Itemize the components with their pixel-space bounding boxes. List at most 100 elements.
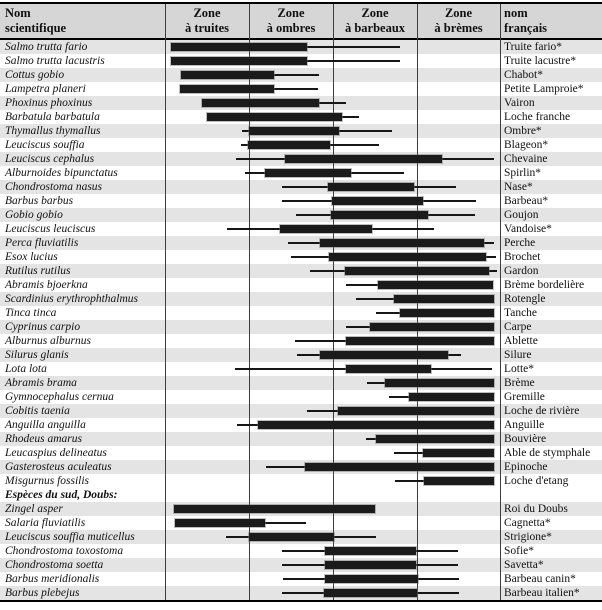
zone-range-bar xyxy=(175,519,265,527)
zone-range-bar xyxy=(174,505,376,513)
scientific-name: Chondrostoma toxostoma xyxy=(5,545,124,557)
species-row: Abramis brama Brème xyxy=(0,376,602,390)
species-row: Tinca tinca Tanche xyxy=(0,306,602,320)
species-row: Cottus gobio Chabot* xyxy=(0,68,602,82)
species-row: Barbatula barbatula Loche franche xyxy=(0,110,602,124)
zone-range-bar xyxy=(284,155,443,163)
zone-range-bar xyxy=(325,547,417,555)
scientific-name: Lota lota xyxy=(5,363,47,375)
column-header-zone-ombres: Zone à ombres xyxy=(249,6,333,36)
french-name: Truite lacustre* xyxy=(504,55,577,67)
scientific-name: Gasterosteus aculeatus xyxy=(5,461,112,473)
column-header-line: scientifique xyxy=(5,21,67,35)
column-header-line: nom xyxy=(504,6,528,20)
species-row: Barbus plebejus Barbeau italien* xyxy=(0,586,602,600)
species-row: Misgurnus fossilis Loche d'etang xyxy=(0,474,602,488)
species-row: Leuciscus cephalus Chevaine xyxy=(0,152,602,166)
french-name: Cagnetta* xyxy=(504,517,551,529)
section-label: Espèces du sud, Doubs: xyxy=(5,489,118,501)
table-header: Nom scientifique Zone à truites Zone à o… xyxy=(0,4,602,40)
scientific-name: Lampetra planeri xyxy=(5,83,86,95)
scientific-name: Leuciscus souffia muticellus xyxy=(5,531,135,543)
zone-range-bar xyxy=(319,239,484,247)
french-name: Tanche xyxy=(504,307,538,319)
french-name: Carpe xyxy=(504,321,532,333)
species-row: Thymallus thymallus Ombre* xyxy=(0,124,602,138)
zone-gridline xyxy=(500,4,501,600)
species-row: Barbus meridionalis Barbeau canin* xyxy=(0,572,602,586)
column-header-zone-truites: Zone à truites xyxy=(165,6,249,36)
table-body: Salmo trutta fario Truite fario* Salmo tru… xyxy=(0,40,602,600)
scientific-name: Cobitis taenia xyxy=(5,405,70,417)
french-name: Brochet xyxy=(504,251,541,263)
species-row: Perca fluviatilis Perche xyxy=(0,236,602,250)
scientific-name: Misgurnus fossilis xyxy=(5,475,90,487)
scientific-name: Abramis brama xyxy=(5,377,77,389)
zone-range-bar xyxy=(279,225,372,233)
scientific-name: Rhodeus amarus xyxy=(5,433,82,445)
zone-range-bar xyxy=(180,71,274,79)
scientific-name: Barbus plebejus xyxy=(5,587,80,599)
column-header-french-name: nom français xyxy=(504,6,547,36)
zone-range-bar xyxy=(248,533,335,541)
french-name: Chevaine xyxy=(504,153,548,165)
species-row: Cobitis taenia Loche de rivière xyxy=(0,404,602,418)
french-name: Spirlin* xyxy=(504,167,542,179)
species-row: Cyprinus carpio Carpe xyxy=(0,320,602,334)
species-row: Gymnocephalus cernua Gremille xyxy=(0,390,602,404)
scientific-name: Perca fluviatilis xyxy=(5,237,79,249)
french-name: Brème xyxy=(504,377,535,389)
zone-gridline xyxy=(249,4,250,600)
scientific-name: Gymnocephalus cernua xyxy=(5,391,114,403)
column-header-line: Nom xyxy=(5,6,31,20)
zone-range-bar xyxy=(324,589,418,597)
column-header-line: Zone xyxy=(444,6,473,20)
scientific-name: Phoxinus phoxinus xyxy=(5,97,93,109)
french-name: Ombre* xyxy=(504,125,542,137)
french-name: Barbeau* xyxy=(504,195,549,207)
column-header-line: à brèmes xyxy=(434,21,483,35)
french-name: Gremille xyxy=(504,391,545,403)
scientific-name: Rutilus rutilus xyxy=(5,265,71,277)
scientific-name: Abramis bjoerkna xyxy=(5,279,88,291)
column-header-zone-barbeaux: Zone à barbeaux xyxy=(333,6,417,36)
species-row: Leuciscus souffia Blageon* xyxy=(0,138,602,152)
scientific-name: Alburnoides bipunctatus xyxy=(5,167,118,179)
zone-range-bar xyxy=(422,449,495,457)
species-row: Salmo trutta lacustris Truite lacustre* xyxy=(0,54,602,68)
french-name: Able de stymphale xyxy=(504,447,591,459)
zone-range-bar xyxy=(423,477,495,485)
zone-range-bar xyxy=(247,141,330,149)
scientific-name: Tinca tinca xyxy=(5,307,57,319)
zone-range-bar xyxy=(385,379,495,387)
zone-range-bar xyxy=(338,407,495,415)
zone-range-bar xyxy=(201,99,320,107)
french-name: Loche d'etang xyxy=(504,475,569,487)
french-name: Bouvière xyxy=(504,433,547,445)
species-row: Leucaspius delineatus Able de stymphale xyxy=(0,446,602,460)
zone-range-bar xyxy=(328,183,414,191)
species-row: Alburnoides bipunctatus Spirlin* xyxy=(0,166,602,180)
scientific-name: Cottus gobio xyxy=(5,69,65,81)
species-row: Salmo trutta fario Truite fario* xyxy=(0,40,602,54)
scientific-name: Chondrostoma soetta xyxy=(5,559,104,571)
french-name: Savetta* xyxy=(504,559,544,571)
species-row: Phoxinus phoxinus Vairon xyxy=(0,96,602,110)
french-name: Vairon xyxy=(504,97,535,109)
zone-gridline xyxy=(165,4,166,600)
french-name: Roi du Doubs xyxy=(504,503,568,515)
french-name: Chabot* xyxy=(504,69,543,81)
scientific-name: Salmo trutta fario xyxy=(5,41,88,53)
column-header-line: à barbeaux xyxy=(344,21,406,35)
french-name: Ablette xyxy=(504,335,538,347)
scientific-name: Barbus meridionalis xyxy=(5,573,100,585)
zone-range-bar xyxy=(325,575,418,583)
zone-range-bar xyxy=(170,43,308,51)
species-row: Chondrostoma nasus Nase* xyxy=(0,180,602,194)
zone-range-bar xyxy=(345,365,432,373)
scientific-name: Scardinius erythrophthalmus xyxy=(5,293,138,305)
species-row: Leuciscus leuciscus Vandoise* xyxy=(0,222,602,236)
column-header-line: Zone xyxy=(361,6,389,20)
zone-range-bar xyxy=(377,281,494,289)
